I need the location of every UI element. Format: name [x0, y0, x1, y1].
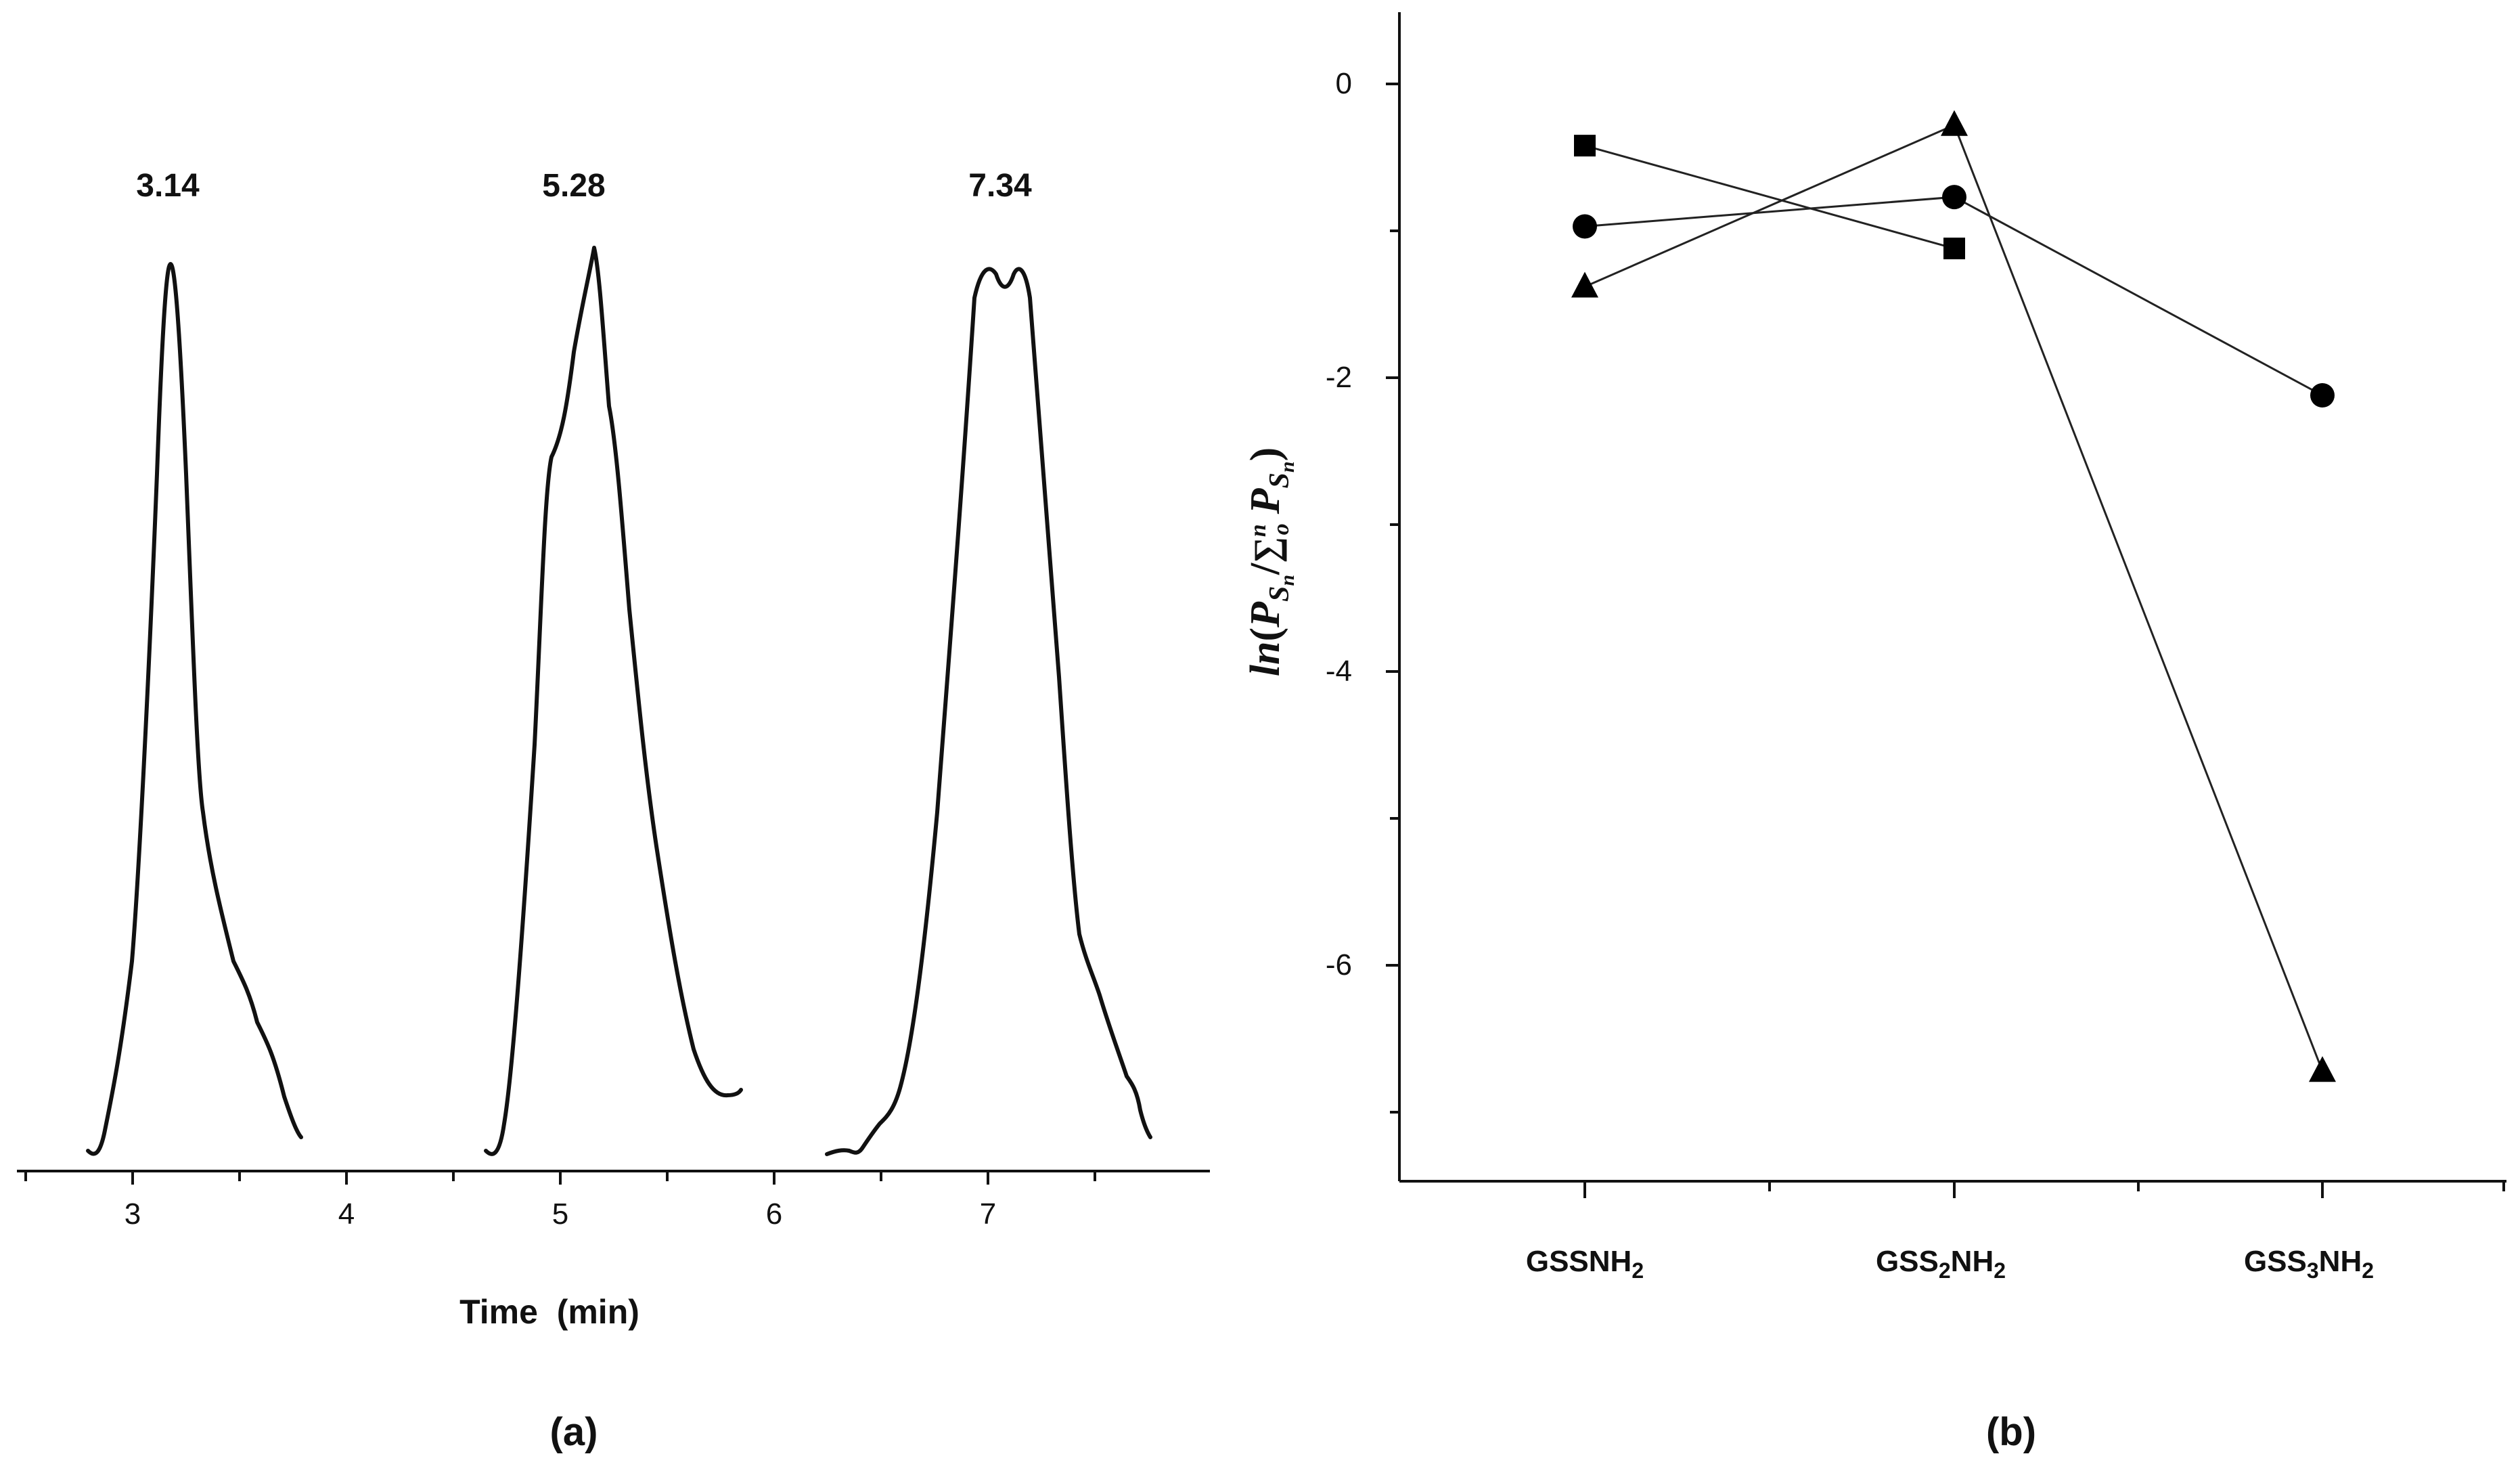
panel-a-chromatogram: 3 4 5 6 7 Time (min) 3.14 5.28 7.34 — [17, 168, 1210, 1331]
x-tick-label: 3 — [125, 1197, 141, 1231]
y-title-slash: / — [1242, 563, 1288, 575]
category-label: GSS2NH2 — [1876, 1245, 2006, 1283]
x-tick-label: 7 — [980, 1197, 996, 1231]
circle-marker — [2310, 383, 2335, 408]
peak-trace — [86, 262, 303, 1156]
series-layer — [1571, 110, 2336, 1082]
panel-b-plot: 0 -2 -4 -6 ln(PSn/∑noPSn) GSSNH2 GSS2NH2… — [1242, 12, 2506, 1283]
y-title-paren: ( — [1242, 628, 1288, 642]
peak-trace — [484, 246, 743, 1156]
panel-a-x-ticks — [24, 1171, 1096, 1185]
y-title-sub-o: o — [1269, 523, 1294, 535]
y-tick-label: -6 — [1326, 948, 1352, 982]
triangle-series-line — [1584, 123, 2324, 1072]
y-title-n2: n — [1276, 461, 1299, 472]
y-title-S: S — [1264, 586, 1295, 602]
y-tick-label: -4 — [1326, 655, 1352, 688]
category-label: GSSNH2 — [1526, 1245, 1644, 1283]
category-label: GSS3NH2 — [2244, 1245, 2374, 1283]
panel-b-y-ticks — [1386, 83, 1399, 1114]
y-tick-label: 0 — [1336, 67, 1352, 100]
y-title-sup-n: n — [1246, 524, 1271, 537]
circle-series-line — [1584, 196, 2323, 397]
y-title-ln: ln — [1242, 642, 1288, 677]
x-tick-label: 5 — [552, 1197, 568, 1231]
circle-marker — [1573, 214, 1597, 239]
y-title-n: n — [1276, 575, 1299, 586]
triangle-marker — [1571, 271, 1598, 298]
y-title-S2: S — [1264, 472, 1295, 488]
y-title-P2: P — [1242, 487, 1288, 514]
square-marker — [1943, 238, 1965, 260]
x-tick-label: 6 — [766, 1197, 782, 1231]
y-title-sum: ∑ — [1246, 537, 1287, 563]
square-marker — [1574, 135, 1596, 157]
triangle-marker — [2309, 1056, 2336, 1082]
panel-label-a: (a) — [550, 1410, 598, 1454]
y-title-close: ) — [1242, 447, 1288, 462]
y-title-P: P — [1242, 601, 1288, 628]
panel-label-b: (b) — [1986, 1410, 2036, 1454]
y-axis-title: ln(PSn/∑noPSn) — [1242, 447, 1299, 677]
peak-label: 3.14 — [136, 168, 200, 204]
square-series-line — [1584, 144, 1955, 250]
peak-trace — [825, 267, 1152, 1156]
triangle-marker — [1941, 110, 1968, 136]
x-axis-title: Time (min) — [459, 1293, 639, 1331]
circle-marker — [1942, 185, 1966, 210]
y-tick-label: -2 — [1326, 361, 1352, 394]
x-tick-label: 4 — [338, 1197, 355, 1231]
peak-label: 5.28 — [542, 168, 605, 204]
peak-label: 7.34 — [968, 168, 1032, 204]
svg-text:ln(PSn/∑noPSn): ln(PSn/∑noPSn) — [1242, 447, 1299, 677]
panel-b-x-ticks — [1583, 1181, 2505, 1198]
